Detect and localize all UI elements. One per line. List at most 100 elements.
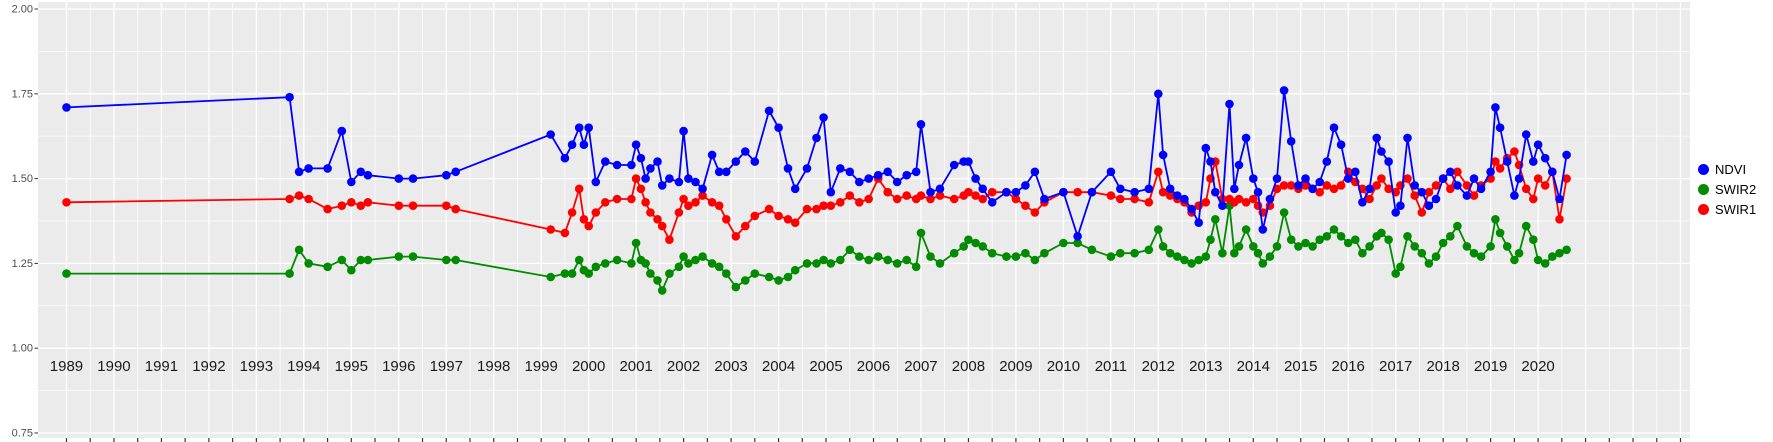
data-point — [1431, 252, 1441, 261]
data-point — [1253, 187, 1263, 197]
data-point — [790, 218, 800, 227]
data-point — [363, 170, 373, 180]
data-point — [1446, 167, 1455, 177]
data-point — [911, 167, 921, 177]
data-point — [665, 269, 674, 278]
data-point — [579, 215, 589, 224]
data-point — [1521, 221, 1531, 231]
data-point — [451, 255, 461, 265]
y-axis: 0.75 1.00 1.25 1.50 1.75 2.00 — [12, 4, 38, 440]
data-point — [62, 269, 71, 278]
data-point — [790, 265, 800, 275]
data-point — [1476, 252, 1486, 261]
data-point — [1469, 191, 1479, 200]
data-point — [1365, 184, 1374, 194]
data-point — [1194, 255, 1203, 265]
data-point — [1372, 133, 1381, 143]
data-point — [1286, 235, 1296, 244]
gridlines-minor — [38, 2, 1690, 438]
data-point — [959, 242, 968, 251]
data-point — [1533, 255, 1543, 265]
data-point — [949, 248, 959, 258]
data-point — [1358, 248, 1367, 258]
data-point — [1144, 184, 1154, 194]
data-point — [1272, 242, 1282, 251]
data-point — [836, 164, 845, 173]
data-point — [802, 259, 812, 268]
data-point — [1562, 150, 1571, 160]
data-point — [612, 194, 622, 204]
data-point — [774, 123, 783, 132]
data-point — [1265, 252, 1275, 261]
data-point — [337, 255, 347, 265]
data-point — [883, 167, 892, 177]
data-point — [356, 201, 366, 210]
data-point — [1403, 232, 1412, 241]
data-point — [1329, 184, 1339, 194]
legend-label-ndvi: NDVI — [1715, 162, 1747, 177]
data-point — [285, 92, 294, 102]
data-point — [1548, 167, 1557, 177]
data-point — [741, 147, 750, 156]
data-point — [1453, 221, 1462, 231]
data-point — [665, 235, 674, 244]
data-point — [1234, 160, 1244, 170]
data-point — [294, 191, 304, 200]
data-point — [394, 201, 404, 210]
data-point — [601, 157, 610, 166]
data-point — [347, 198, 356, 207]
x-tick-label: 1991 — [145, 358, 178, 375]
data-point — [285, 194, 294, 204]
data-point — [1343, 174, 1353, 183]
data-point — [916, 120, 926, 129]
data-point — [864, 194, 873, 204]
data-point — [1130, 248, 1139, 258]
data-point — [1417, 187, 1427, 197]
data-point — [1173, 252, 1182, 261]
data-point — [1279, 208, 1289, 217]
data-point — [722, 269, 731, 278]
data-point — [1540, 259, 1550, 268]
data-point — [1315, 235, 1324, 244]
data-point — [631, 140, 641, 149]
data-point — [1308, 242, 1317, 251]
data-point — [1249, 242, 1258, 251]
x-tick-label: 1995 — [335, 358, 368, 375]
data-point — [883, 255, 892, 265]
data-point — [579, 140, 589, 149]
data-point — [826, 201, 836, 210]
data-point — [1396, 262, 1405, 272]
data-point — [1158, 150, 1168, 160]
data-point — [883, 187, 892, 197]
data-point — [631, 238, 641, 248]
data-point — [1555, 215, 1564, 224]
data-point — [987, 187, 997, 197]
data-point — [1154, 167, 1163, 177]
data-point — [873, 170, 883, 180]
data-point — [1230, 248, 1239, 258]
data-point — [1265, 194, 1275, 204]
data-point — [1343, 238, 1353, 248]
data-point — [1562, 245, 1571, 255]
data-point — [584, 221, 593, 231]
y-tick-label: 1.50 — [12, 173, 33, 185]
legend-label-swir2: SWIR2 — [1715, 182, 1757, 197]
x-tick-label: 2020 — [1521, 358, 1554, 375]
y-tick-label: 1.25 — [12, 258, 33, 270]
data-point — [1510, 255, 1519, 265]
data-point — [1417, 248, 1427, 258]
data-point — [698, 191, 707, 200]
x-tick-label: 2001 — [619, 358, 652, 375]
x-tick-label: 2011 — [1095, 358, 1127, 375]
data-point — [1384, 184, 1393, 194]
data-point — [1206, 235, 1215, 244]
data-point — [845, 191, 855, 200]
data-point — [442, 201, 451, 210]
data-point — [1241, 225, 1251, 234]
data-point — [1087, 187, 1097, 197]
data-point — [646, 269, 655, 278]
data-point — [987, 248, 997, 258]
data-point — [347, 265, 356, 275]
data-point — [1372, 181, 1381, 190]
data-point — [949, 160, 959, 170]
